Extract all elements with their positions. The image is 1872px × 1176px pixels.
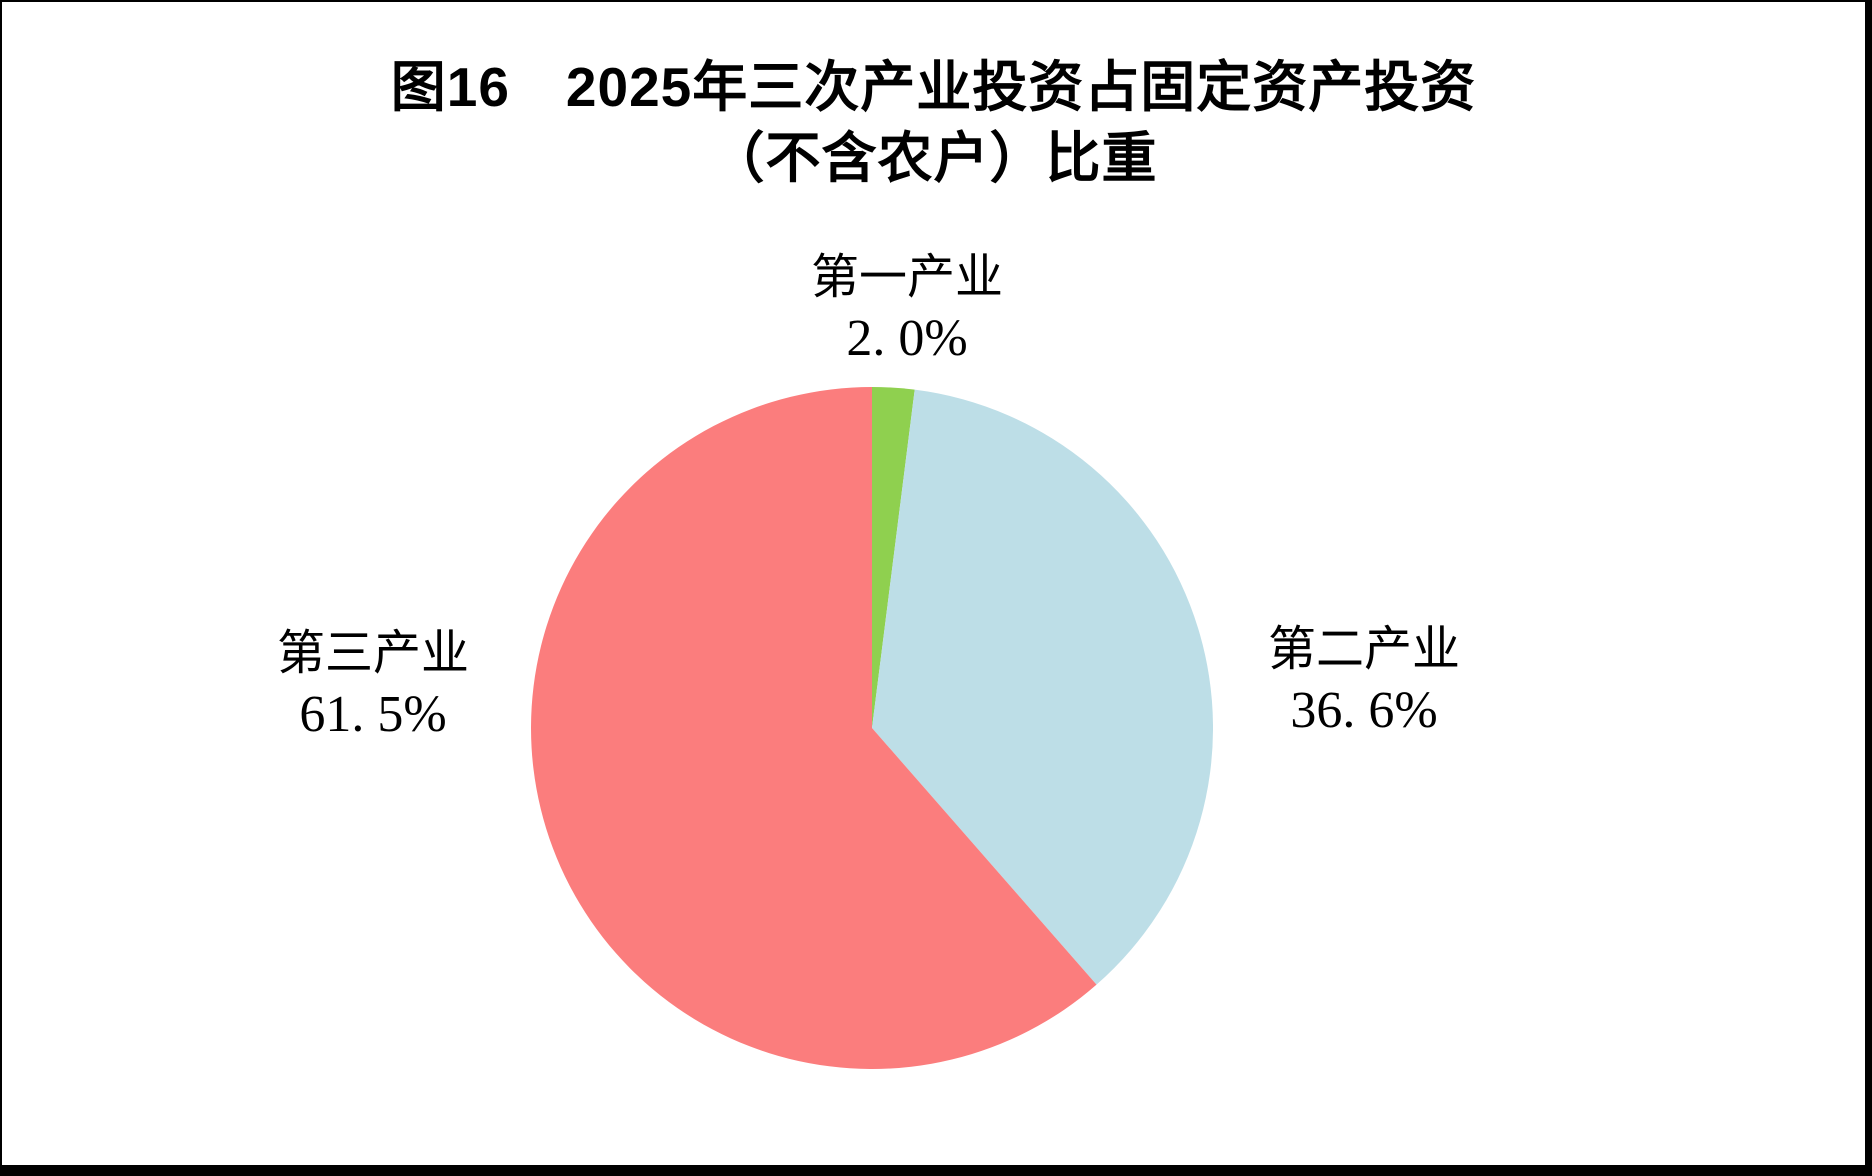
slice-value: 61. 5% bbox=[299, 686, 447, 743]
pie-label-secondary-industry: 第二产业 36. 6% bbox=[1114, 620, 1614, 742]
chart-title: 图16 2025年三次产业投资占固定资产投资 （不含农户）比重 bbox=[2, 52, 1865, 194]
chart-title-line1: 图16 2025年三次产业投资占固定资产投资 bbox=[390, 56, 1477, 118]
pie-slice-第二产业 bbox=[872, 389, 1213, 985]
slice-name: 第二产业 bbox=[1267, 623, 1460, 676]
pie-label-tertiary-industry: 第三产业 61. 5% bbox=[123, 624, 623, 746]
pie-slice-第三产业 bbox=[531, 387, 1097, 1069]
slice-value: 36. 6% bbox=[1290, 682, 1438, 739]
pie-slice-第一产业 bbox=[872, 387, 915, 728]
pie-chart bbox=[531, 387, 1213, 1069]
slice-name: 第三产业 bbox=[276, 627, 469, 680]
slice-name: 第一产业 bbox=[810, 251, 1003, 304]
chart-title-line2: （不含农户）比重 bbox=[709, 127, 1158, 189]
pie-label-primary-industry: 第一产业 2. 0% bbox=[657, 248, 1157, 370]
slice-value: 2. 0% bbox=[846, 310, 968, 367]
